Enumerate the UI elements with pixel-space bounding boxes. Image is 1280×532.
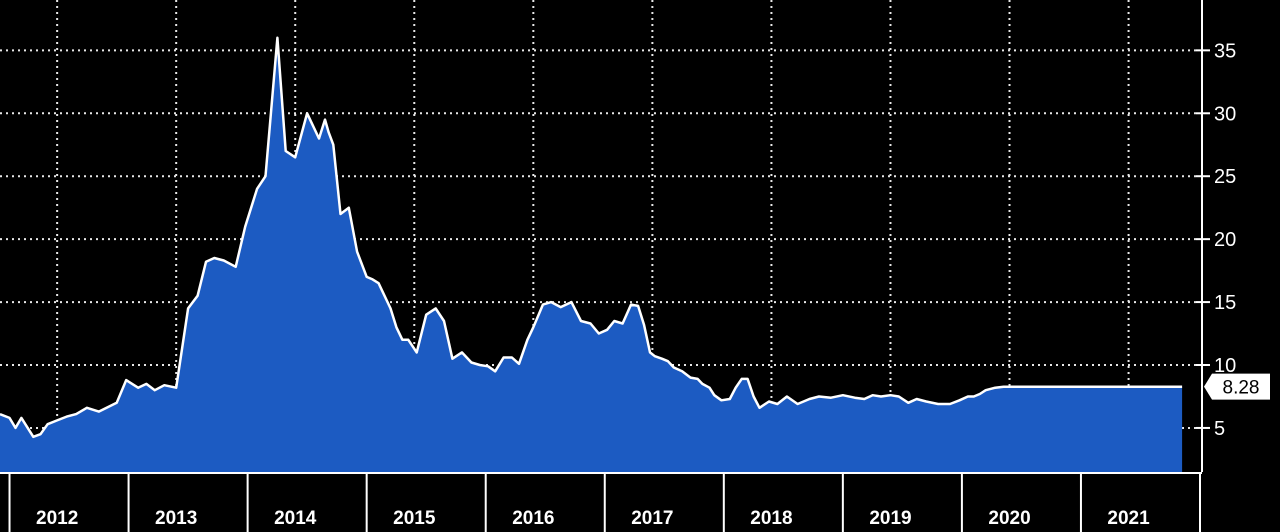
- x-tick-label: 2013: [155, 508, 197, 529]
- x-tick-label: 2014: [274, 508, 317, 529]
- y-tick-label: 15: [1214, 292, 1236, 314]
- label-layer: 8.28: [1204, 373, 1270, 400]
- series-line: [0, 36, 1183, 439]
- x-tick-label: 2016: [512, 508, 554, 529]
- y-tick-label: 25: [1214, 166, 1236, 188]
- x-tick-label: 2018: [750, 508, 792, 529]
- x-tick-label: 2021: [1107, 508, 1150, 529]
- series-area: [0, 37, 1183, 473]
- x-tick-label: 2015: [393, 508, 436, 529]
- x-tick-label: 2020: [988, 508, 1030, 529]
- y-tick-label: 35: [1214, 40, 1236, 62]
- last-value-label: 8.28: [1223, 378, 1260, 399]
- y-tick-label: 30: [1214, 103, 1236, 125]
- series-layer: [0, 36, 1183, 473]
- last-value-box: [1204, 373, 1270, 400]
- y-tick-label: 20: [1214, 229, 1236, 251]
- axis-layer: 5 10 15 20 25 30 35 2012 2013 2014 2015 2016 2017 201…: [0, 0, 1236, 532]
- y-tick-label: 5: [1214, 418, 1225, 440]
- x-tick-label: 2017: [631, 508, 673, 529]
- x-tick-label: 2012: [36, 508, 78, 529]
- x-tick-label: 2019: [869, 508, 911, 529]
- y-tick-label: 10: [1214, 355, 1236, 377]
